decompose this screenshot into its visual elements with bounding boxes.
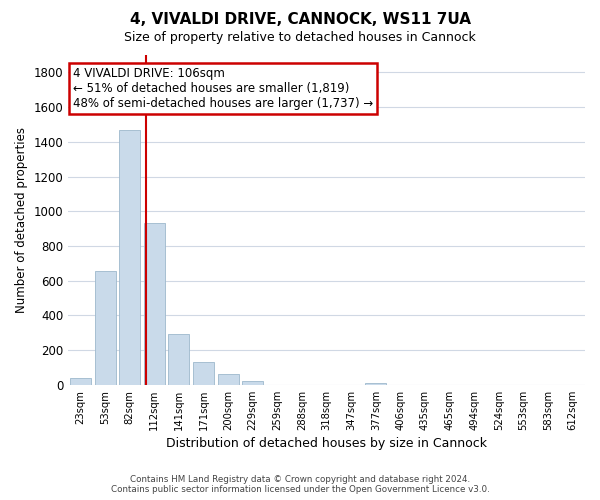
Bar	[218, 374, 239, 385]
Bar	[70, 378, 91, 385]
Bar	[119, 130, 140, 385]
X-axis label: Distribution of detached houses by size in Cannock: Distribution of detached houses by size …	[166, 437, 487, 450]
Bar	[95, 271, 116, 385]
Text: 4 VIVALDI DRIVE: 106sqm
← 51% of detached houses are smaller (1,819)
48% of semi: 4 VIVALDI DRIVE: 106sqm ← 51% of detache…	[73, 67, 373, 110]
Y-axis label: Number of detached properties: Number of detached properties	[15, 127, 28, 313]
Bar	[365, 382, 386, 385]
Bar	[169, 334, 190, 385]
Bar	[144, 222, 165, 385]
Text: Size of property relative to detached houses in Cannock: Size of property relative to detached ho…	[124, 31, 476, 44]
Bar	[193, 362, 214, 385]
Bar	[242, 381, 263, 385]
Text: Contains HM Land Registry data © Crown copyright and database right 2024.
Contai: Contains HM Land Registry data © Crown c…	[110, 474, 490, 494]
Text: 4, VIVALDI DRIVE, CANNOCK, WS11 7UA: 4, VIVALDI DRIVE, CANNOCK, WS11 7UA	[130, 12, 470, 28]
